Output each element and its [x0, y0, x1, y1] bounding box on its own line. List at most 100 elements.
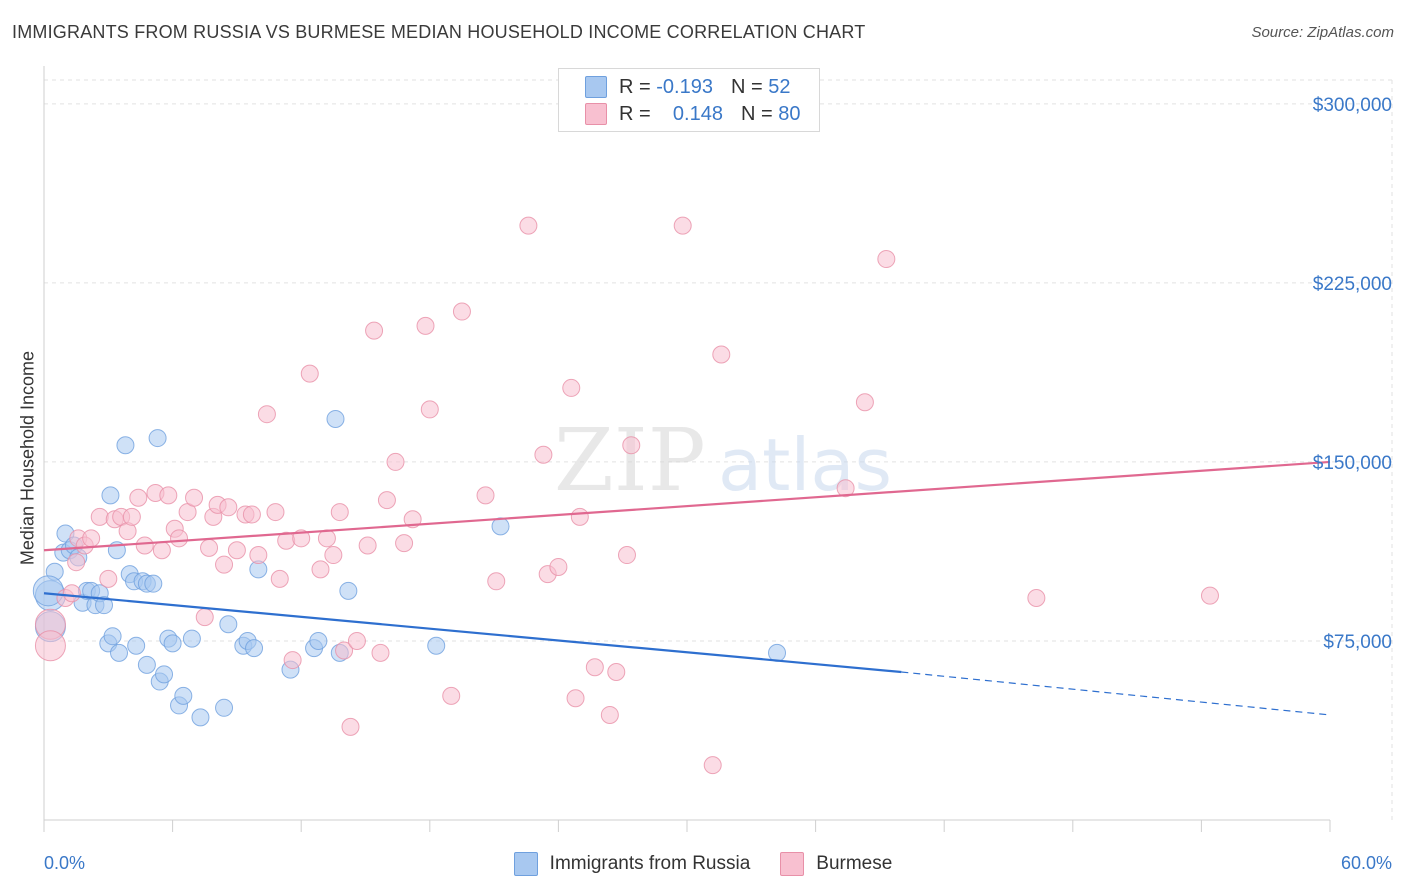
burmese-point [442, 686, 461, 705]
russia-legend-label: Immigrants from Russia [549, 853, 751, 874]
burmese-point [622, 436, 641, 455]
burmese-point [386, 452, 405, 471]
burmese-point [487, 572, 506, 591]
burmese-point [377, 491, 396, 510]
burmese-point [283, 651, 302, 670]
burmese-point [227, 541, 246, 560]
russia-point [491, 517, 510, 536]
russia-point [245, 639, 264, 658]
burmese-point [534, 445, 553, 464]
burmese-point [476, 486, 495, 505]
russia-point [326, 409, 345, 428]
grid-lines [44, 79, 1393, 820]
burmese-point [330, 503, 349, 522]
burmese-point [62, 584, 81, 603]
trend-lines [43, 460, 1331, 716]
russia-point [127, 636, 146, 655]
r-label: R = [619, 75, 651, 98]
burmese-point [335, 641, 354, 660]
burmese-point [1200, 586, 1219, 605]
burmese-point [877, 250, 896, 269]
chart-title: IMMIGRANTS FROM RUSSIA VS BURMESE MEDIAN… [12, 22, 866, 42]
russia-swatch [585, 76, 607, 98]
y-tick-label: $300,000 [1313, 95, 1392, 116]
burmese-point [300, 364, 319, 383]
burmese-point [712, 345, 731, 364]
burmese-point [358, 536, 377, 555]
burmese-point [270, 569, 289, 588]
burmese-point [215, 555, 234, 574]
n-value: 80 [778, 102, 801, 125]
watermark: ZIP atlas [554, 411, 892, 511]
burmese-point [703, 756, 722, 775]
russia-point [95, 596, 114, 615]
burmese-point [562, 378, 581, 397]
burmese-point [566, 689, 585, 708]
russia-point [101, 486, 120, 505]
russia-point [103, 627, 122, 646]
watermark-zip: ZIP [554, 411, 706, 511]
tick-labels: $75,000 $150,000 $225,000 $300,000 0.0% 60.0% [44, 95, 1392, 873]
burmese-point [617, 546, 636, 565]
russia-legend-swatch [513, 852, 538, 876]
r-value: 0.148 [672, 102, 723, 125]
russia-point [427, 636, 446, 655]
legend-row-burmese: R = 0.148 N = 80 [585, 101, 800, 127]
burmese-point [219, 498, 238, 517]
burmese-point [257, 405, 276, 424]
russia-point [116, 436, 135, 455]
n-value: 52 [768, 75, 791, 98]
burmese-point [200, 538, 219, 557]
y-tick-label: $150,000 [1313, 453, 1392, 474]
burmese-point [292, 529, 311, 548]
legend-item-russia[interactable]: Immigrants from Russia [513, 852, 751, 876]
burmese-point [570, 507, 589, 526]
source-credit: Source: ZipAtlas.com [1251, 24, 1394, 41]
burmese-point [365, 321, 384, 340]
burmese-point [311, 560, 330, 579]
burmese-point [159, 486, 178, 505]
russia-point [137, 655, 156, 674]
burmese-point [195, 608, 214, 627]
burmese-point [836, 479, 855, 498]
burmese-point [317, 529, 336, 548]
burmese-point [420, 400, 439, 419]
correlation-legend: R = -0.193 N = 52 R = 0.148 N = 80 [558, 68, 820, 132]
russia-point [174, 686, 193, 705]
burmese-point [1027, 589, 1046, 607]
russia-trend-extension [901, 671, 1331, 716]
burmese-point [585, 658, 604, 677]
burmese-swatch [585, 103, 607, 125]
burmese-point [129, 488, 148, 507]
r-label: R = [619, 102, 651, 125]
burmese-point [403, 510, 422, 529]
burmese-point [395, 534, 414, 553]
axes [43, 66, 1331, 832]
russia-point [155, 665, 174, 684]
burmese-point [135, 536, 154, 555]
burmese-point [242, 505, 261, 524]
burmese-legend-swatch [780, 852, 805, 876]
burmese-point [90, 507, 109, 526]
burmese-point [266, 503, 285, 522]
burmese-point [185, 488, 204, 507]
russia-point [163, 634, 182, 653]
legend-item-burmese[interactable]: Burmese [780, 852, 892, 876]
russia-point [148, 429, 167, 448]
burmese-point [249, 546, 268, 565]
russia-point [339, 581, 358, 600]
r-value: -0.193 [656, 75, 713, 98]
burmese-point [600, 705, 619, 724]
burmese-point [122, 507, 141, 526]
burmese-point [549, 557, 568, 576]
series-legend: Immigrants from Russia Burmese [0, 852, 1406, 876]
burmese-point [34, 630, 66, 662]
x-tick-label: 60.0% [1341, 853, 1392, 873]
burmese-point [519, 216, 538, 235]
burmese-point [347, 631, 366, 650]
burmese-point [607, 663, 626, 681]
burmese-point [371, 643, 390, 662]
y-tick-label: $75,000 [1323, 632, 1392, 653]
burmese-point [82, 529, 101, 548]
